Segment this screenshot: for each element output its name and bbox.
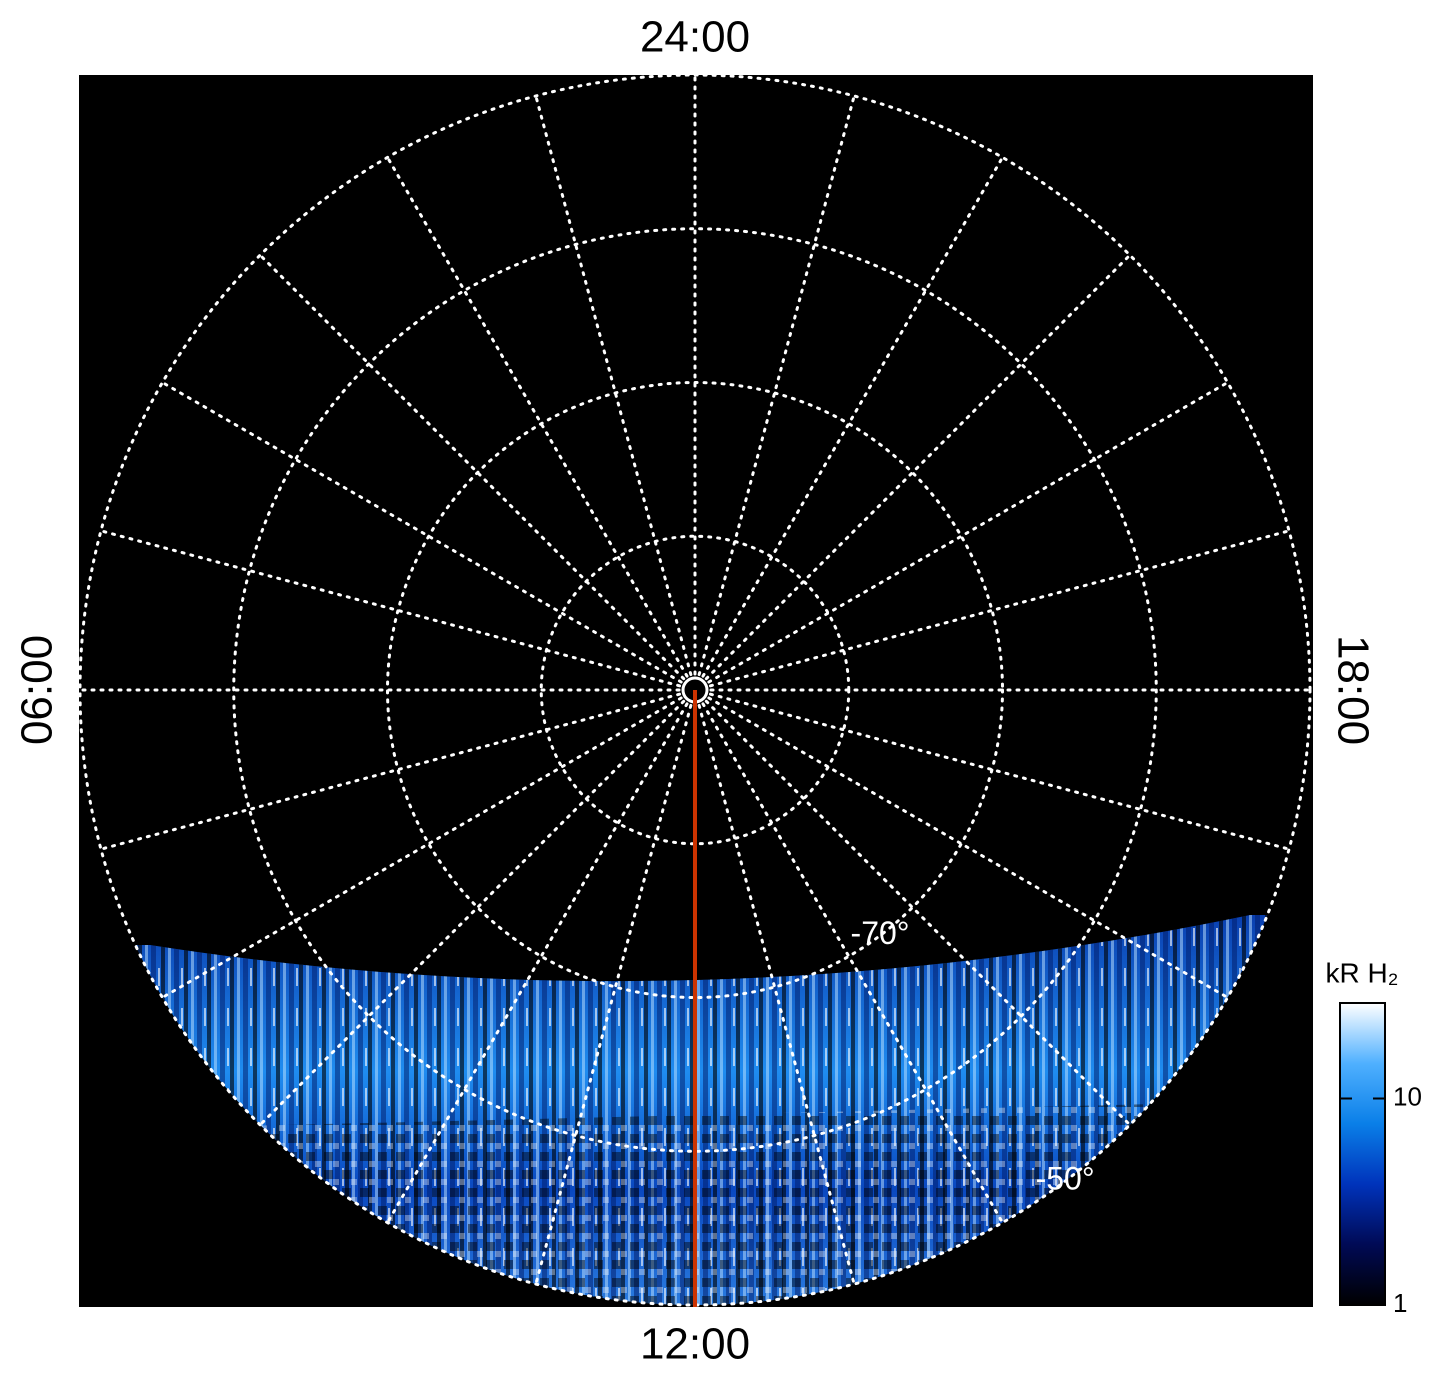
- meridian: [386, 155, 689, 678]
- meridian: [99, 529, 682, 688]
- colorbar: [1339, 1002, 1386, 1306]
- meridian: [701, 702, 1004, 1225]
- meridian: [160, 696, 683, 999]
- meridian: [707, 381, 1230, 684]
- meridian: [99, 692, 682, 851]
- meridian: [708, 692, 1291, 851]
- meridian: [697, 94, 856, 677]
- meridian: [258, 699, 686, 1127]
- latitude-label: -50°: [1036, 1161, 1095, 1197]
- meridian: [708, 529, 1291, 688]
- colorbar-tick-label: 10: [1393, 1081, 1422, 1111]
- lt-right: 18:00: [1328, 635, 1377, 745]
- meridian: [258, 253, 686, 681]
- colorbar-title: kR H₂: [1325, 957, 1398, 988]
- meridian: [697, 703, 856, 1286]
- meridian: [160, 381, 683, 684]
- latitude-ring: [232, 227, 1158, 1153]
- aurora-emission: [80, 915, 1310, 1305]
- meridian: [386, 702, 689, 1225]
- meridian: [704, 699, 1132, 1127]
- lt-bottom: 12:00: [640, 1320, 750, 1369]
- lt-top: 24:00: [640, 13, 750, 62]
- meridian: [701, 155, 1004, 678]
- meridian: [707, 696, 1230, 999]
- colorbar-tick-label: 1: [1393, 1288, 1407, 1318]
- meridian: [534, 94, 693, 677]
- meridian: [534, 703, 693, 1286]
- lt-left: 06:00: [13, 635, 62, 745]
- meridian: [704, 253, 1132, 681]
- latitude-label: -70°: [851, 915, 910, 951]
